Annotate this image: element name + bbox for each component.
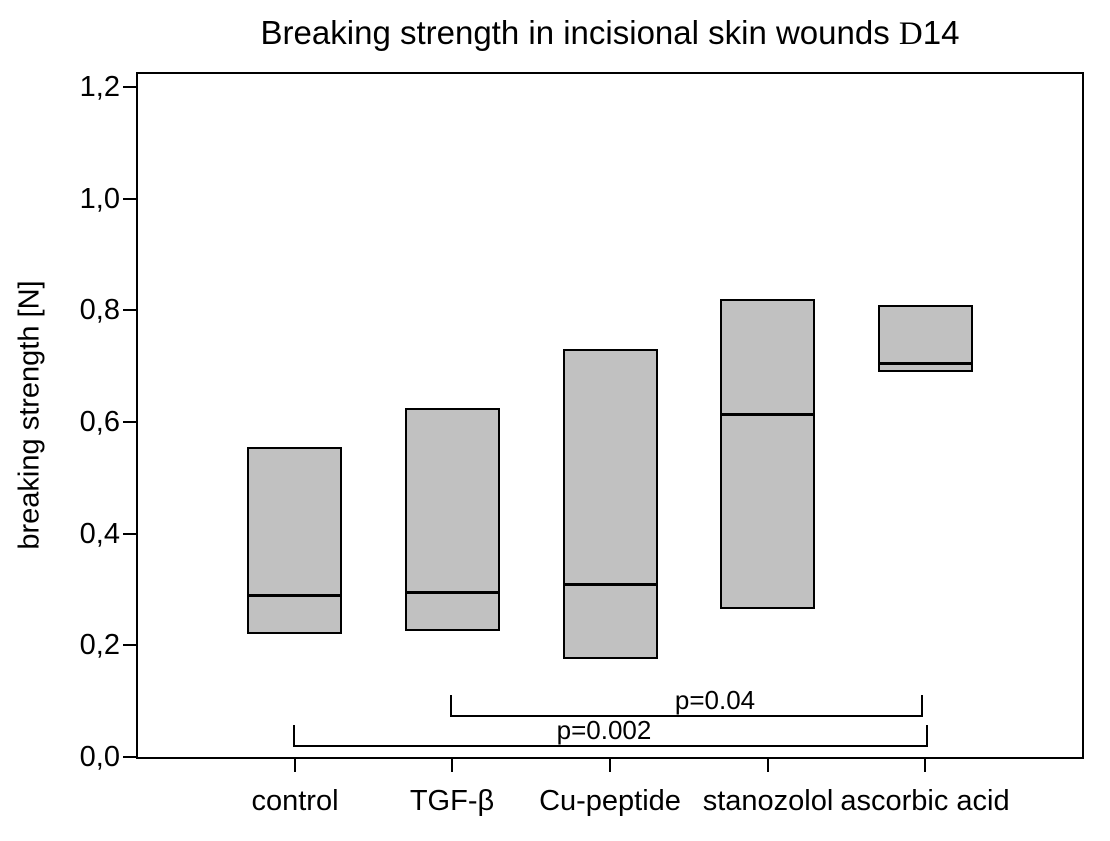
- x-axis-label-tgf: TGF-β: [409, 785, 495, 817]
- y-tick-label: 0,4: [79, 518, 120, 550]
- x-tick: [767, 759, 769, 772]
- x-axis-label-cu-peptide: Cu-peptide: [539, 785, 681, 817]
- y-tick: [123, 198, 137, 200]
- median-line-cu-peptide: [565, 583, 656, 586]
- chart-title-day-letter: D: [898, 16, 923, 52]
- box-stanozolol: [720, 299, 815, 609]
- y-tick: [123, 309, 137, 311]
- median-line-stanozolol: [722, 413, 813, 416]
- y-tick-label: 0,2: [79, 629, 120, 661]
- y-tick-label: 1,2: [79, 71, 120, 103]
- y-tick: [123, 533, 137, 535]
- box-control: [247, 447, 342, 634]
- x-axis-label-ascorbic-acid: ascorbic acid: [840, 785, 1010, 817]
- x-tick: [609, 759, 611, 772]
- box-cu-peptide: [563, 349, 658, 659]
- y-tick: [123, 756, 137, 758]
- median-line-tgf: [407, 591, 498, 594]
- y-tick-label: 0,8: [79, 294, 120, 326]
- x-tick: [294, 759, 296, 772]
- y-tick: [123, 86, 137, 88]
- x-axis-label-stanozolol: stanozolol: [702, 785, 834, 817]
- x-tick: [924, 759, 926, 772]
- y-tick-label: 0,6: [79, 406, 120, 438]
- sig-label-p-0-04: p=0.04: [674, 685, 756, 715]
- sig-label-p-0-002: p=0.002: [556, 715, 652, 745]
- box-ascorbic-acid: [878, 305, 973, 372]
- y-tick-label: 0,0: [79, 741, 120, 773]
- sig-bracket-end-right-p-0-04: [921, 695, 923, 717]
- x-axis-label-control: control: [251, 785, 339, 817]
- x-tick: [451, 759, 453, 772]
- y-tick-label: 1,0: [79, 183, 120, 215]
- sig-bracket-end-left-p-0-002: [293, 725, 295, 747]
- y-tick: [123, 644, 137, 646]
- chart-title-text: Breaking strength in incisional skin wou…: [260, 14, 899, 51]
- chart-title-day-number: 14: [922, 14, 960, 51]
- chart-title: Breaking strength in incisional skin wou…: [136, 14, 1084, 53]
- sig-bracket-line-p-0-002: [293, 745, 928, 747]
- median-line-control: [249, 594, 340, 597]
- sig-bracket-end-left-p-0-04: [450, 695, 452, 717]
- sig-bracket-end-right-p-0-002: [926, 725, 928, 747]
- sig-bracket-line-p-0-04: [450, 715, 923, 717]
- y-tick: [123, 421, 137, 423]
- box-tgf: [405, 408, 500, 631]
- median-line-ascorbic-acid: [880, 362, 971, 365]
